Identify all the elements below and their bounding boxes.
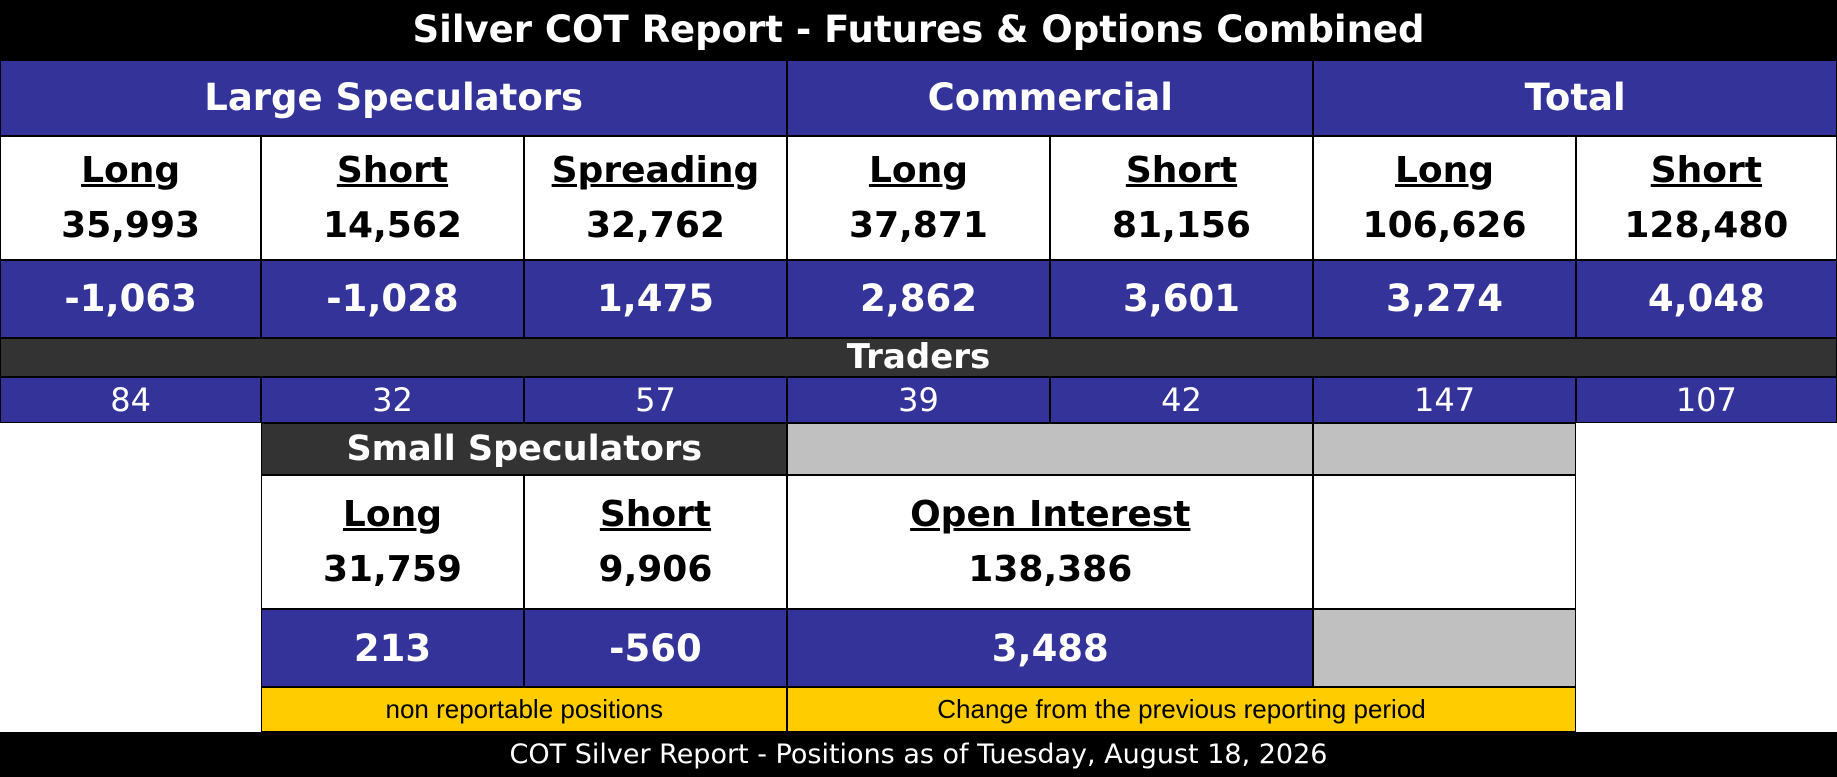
traders-cell: 107 (1575, 377, 1837, 424)
traders-cell: 42 (1049, 377, 1314, 424)
traders-bar: Traders (0, 337, 1837, 378)
traders-cell: 32 (261, 377, 524, 424)
column-label: Short (1125, 150, 1238, 192)
column-label: Spreading (551, 150, 760, 192)
position-cell: Spreading 32,762 (523, 135, 788, 261)
position-cell: Long 35,993 (0, 135, 262, 261)
change-cell: -560 (523, 609, 788, 687)
position-value: 128,480 (1624, 205, 1789, 247)
change-cell: 3,488 (787, 609, 1314, 687)
group-header: Commercial (787, 59, 1314, 136)
note-cell: non reportable positions (261, 686, 788, 733)
traders-cell: 147 (1313, 377, 1576, 424)
change-value: -1,063 (64, 277, 197, 321)
traders-count: 84 (110, 381, 151, 420)
group-label: Large Speculators (204, 76, 584, 120)
change-cell: 1,475 (523, 260, 788, 338)
small-spec-header: Small Speculators (261, 423, 788, 475)
traders-count: 57 (635, 381, 676, 420)
position-value: 106,626 (1362, 205, 1527, 247)
column-label: Long (868, 150, 969, 192)
change-value: -1,028 (326, 277, 459, 321)
change-value: 4,048 (1647, 277, 1765, 321)
traders-count: 39 (898, 381, 939, 420)
traders-label: Traders (846, 337, 991, 378)
group-label: Total (1524, 76, 1626, 120)
position-cell: Long 37,871 (787, 135, 1050, 261)
footer: COT Silver Report - Positions as of Tues… (509, 739, 1328, 771)
blank-cell (1313, 474, 1576, 610)
change-cell: -1,063 (0, 260, 262, 338)
position-cell: Short 81,156 (1049, 135, 1314, 261)
change-cell: 4,048 (1575, 260, 1837, 338)
change-cell: -1,028 (261, 260, 524, 338)
traders-cell: 57 (523, 377, 788, 424)
column-label: Long (1394, 150, 1495, 192)
column-label: Short (1650, 150, 1762, 192)
position-value: 14,562 (323, 205, 462, 247)
blank-cell (1313, 423, 1576, 475)
position-cell: Short 128,480 (1575, 135, 1837, 261)
position-cell: Long 106,626 (1313, 135, 1576, 261)
change-value: 2,862 (859, 277, 978, 321)
column-label: Long (342, 494, 442, 535)
position-cell: Long 31,759 (261, 474, 524, 610)
traders-count: 42 (1161, 381, 1202, 420)
traders-cell: 39 (787, 377, 1050, 424)
position-value: 32,762 (586, 205, 725, 247)
position-value: 31,759 (323, 549, 462, 590)
open-interest-value: 138,386 (968, 549, 1133, 590)
note: Change from the previous reporting perio… (937, 694, 1426, 725)
title-bar: Silver COT Report - Futures & Options Co… (0, 0, 1837, 60)
position-value: 37,871 (849, 205, 988, 247)
traders-count: 147 (1413, 381, 1476, 420)
traders-count: 32 (372, 381, 413, 420)
small-spec-title: Small Speculators (346, 428, 703, 469)
position-value: 9,906 (598, 549, 713, 590)
open-interest-change: 3,488 (991, 626, 1109, 670)
group-label: Commercial (927, 76, 1173, 120)
column-label: Long (81, 150, 181, 192)
position-value: 35,993 (61, 205, 201, 247)
column-label: Short (336, 150, 449, 192)
change-cell: 213 (261, 609, 524, 687)
blank-cell (787, 423, 1314, 475)
traders-count: 107 (1675, 381, 1737, 420)
change-cell: 2,862 (787, 260, 1050, 338)
title: Silver COT Report - Futures & Options Co… (412, 8, 1425, 52)
position-cell: Short 14,562 (261, 135, 524, 261)
position-value: 81,156 (1112, 205, 1251, 247)
note: non reportable positions (385, 694, 664, 725)
group-header: Total (1313, 59, 1837, 136)
open-interest-cell: Open Interest 138,386 (787, 474, 1314, 610)
change-value: 1,475 (596, 277, 714, 321)
change-cell: 3,601 (1049, 260, 1314, 338)
group-header: Large Speculators (0, 59, 788, 136)
open-interest-label: Open Interest (910, 494, 1191, 535)
position-cell: Short 9,906 (523, 474, 788, 610)
footer-bar: COT Silver Report - Positions as of Tues… (0, 732, 1837, 777)
change-cell: 3,274 (1313, 260, 1576, 338)
note-cell: Change from the previous reporting perio… (787, 686, 1576, 733)
change-value: 3,601 (1122, 277, 1241, 321)
change-value: -560 (609, 626, 702, 670)
change-value: 3,274 (1386, 277, 1504, 321)
blank-cell (1313, 609, 1576, 687)
column-label: Short (599, 494, 712, 535)
change-value: 213 (353, 626, 432, 670)
traders-cell: 84 (0, 377, 262, 424)
